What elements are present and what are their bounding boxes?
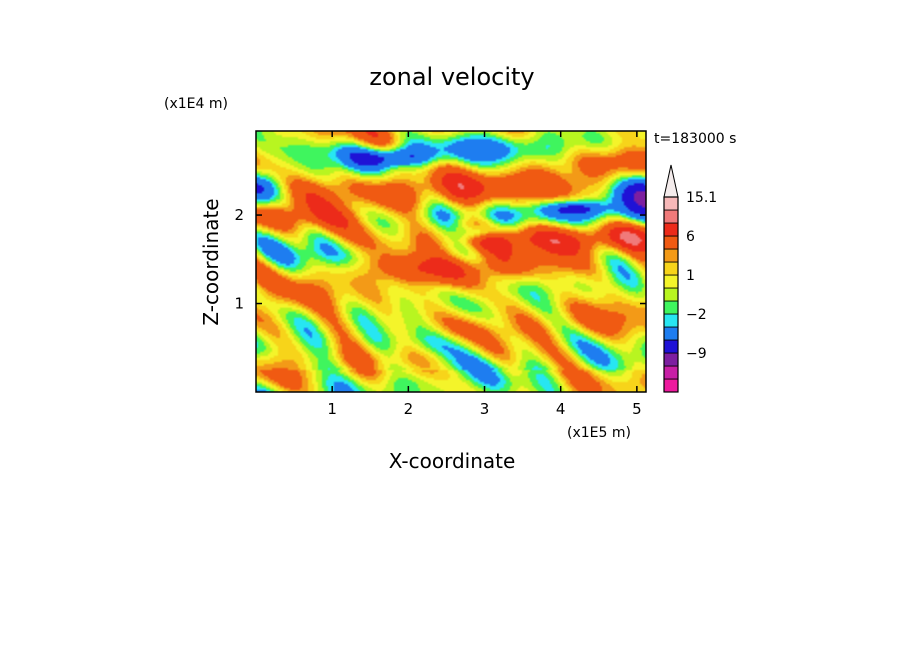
y-axis-label: Z-coordinate	[199, 198, 223, 325]
heatmap-field	[256, 131, 646, 392]
plot-frame	[255, 130, 647, 393]
colorbar-segment	[663, 196, 679, 211]
x-tick-label: 1	[327, 400, 337, 418]
x-tick-label: 4	[556, 400, 566, 418]
colorbar-segment	[663, 300, 679, 315]
colorbar-tick-label: 15.1	[686, 190, 717, 206]
x-axis-ticks: 1 2 3 4 5	[327, 131, 642, 418]
colorbar: 15.1 6 1 −2 −9	[663, 164, 717, 393]
colorbar-tick-label: 1	[686, 268, 695, 284]
colorbar-segment	[663, 365, 679, 380]
colorbar-frame	[663, 196, 679, 393]
x-tick-label: 2	[404, 400, 414, 418]
colorbar-segment	[663, 274, 679, 289]
time-label: t=183000 s	[654, 131, 736, 147]
colorbar-segment	[663, 222, 679, 237]
colorbar-arrow	[663, 164, 679, 198]
colorbar-segment	[663, 235, 679, 250]
y-tick-label: 1	[234, 295, 244, 313]
colorbar-segment	[663, 261, 679, 276]
x-axis-label: X-coordinate	[389, 449, 516, 473]
colorbar-segment	[663, 209, 679, 224]
colorbar-tick-label: 6	[686, 229, 695, 245]
y-scale-label: (x1E4 m)	[164, 96, 228, 112]
x-scale-label: (x1E5 m)	[567, 425, 631, 441]
colorbar-tick-label: −9	[686, 346, 707, 362]
colorbar-tick-label: −2	[686, 307, 707, 323]
colorbar-segment	[663, 339, 679, 354]
colorbar-segment	[663, 313, 679, 328]
colorbar-segment	[663, 248, 679, 263]
colorbar-segment	[663, 287, 679, 302]
x-tick-label: 5	[632, 400, 642, 418]
colorbar-segment	[663, 378, 679, 393]
colorbar-segment	[663, 326, 679, 341]
colorbar-segment	[663, 352, 679, 367]
y-axis-ticks: 12	[234, 206, 646, 313]
x-tick-label: 3	[480, 400, 490, 418]
y-tick-label: 2	[234, 206, 244, 224]
chart-title: zonal velocity	[369, 63, 534, 91]
